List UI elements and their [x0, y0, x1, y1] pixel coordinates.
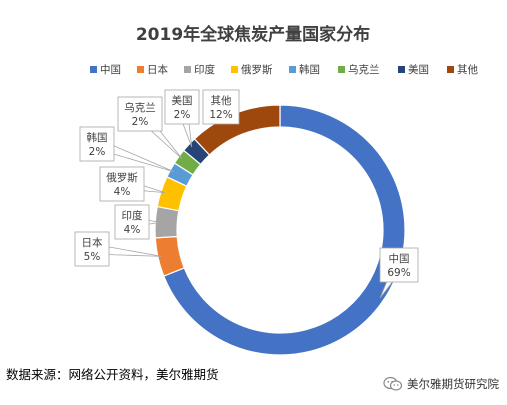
- callout-box: [379, 247, 419, 283]
- legend-label: 日本: [147, 63, 168, 76]
- callout-value-label: 2%: [174, 109, 191, 121]
- chart-legend: 中国 日本 印度 俄罗斯 韩国 乌克兰 美国 其他: [90, 63, 478, 76]
- callout-box: [114, 204, 150, 240]
- callout-value-label: 69%: [387, 267, 410, 279]
- wechat-icon: [383, 376, 403, 391]
- callout-value-label: 12%: [209, 109, 232, 121]
- legend-label: 乌克兰: [348, 63, 380, 76]
- legend-swatch: [184, 66, 191, 73]
- legend-label: 俄罗斯: [241, 63, 273, 76]
- callout-category-label: 美国: [172, 94, 193, 107]
- chart-title: 2019年全球焦炭产量国家分布: [136, 24, 370, 45]
- callout-value-label: 2%: [132, 116, 149, 128]
- callout-category-label: 其他: [211, 94, 232, 107]
- doughnut-slices: [154, 104, 406, 356]
- callout-category-label: 乌克兰: [124, 101, 156, 114]
- legend-swatch: [231, 66, 238, 73]
- data-label-callouts: 中国 69% 日本 5% 印度 4% 俄罗斯 4% 韩国 2% 乌克兰 2% 美国 2% 其他 12%: [74, 89, 419, 299]
- doughnut-chart: 2019年全球焦炭产量国家分布 中国 日本 印度 俄罗斯 韩国 乌克兰 美国 其他 中国69%…: [74, 24, 478, 356]
- legend-swatch: [447, 66, 454, 73]
- callout-category-label: 俄罗斯: [106, 171, 138, 184]
- legend-swatch: [90, 66, 97, 73]
- legend-swatch: [338, 66, 345, 73]
- callout-category-label: 印度: [122, 209, 143, 222]
- legend-label: 其他: [457, 63, 478, 76]
- watermark: 美尔雅期货研究院: [383, 376, 499, 392]
- callout-category-label: 日本: [82, 236, 103, 249]
- callout-box: [117, 96, 163, 132]
- callout-box: [74, 231, 110, 267]
- watermark-text: 美尔雅期货研究院: [407, 377, 499, 391]
- legend-label: 美国: [408, 63, 429, 76]
- callout-value-label: 2%: [89, 146, 106, 158]
- callout-box: [164, 89, 200, 125]
- legend-swatch: [137, 66, 144, 73]
- callout-value-label: 4%: [114, 186, 131, 198]
- callout-box: [202, 89, 240, 125]
- legend-label: 印度: [194, 63, 215, 76]
- legend-label: 韩国: [299, 63, 320, 76]
- legend-swatch: [398, 66, 405, 73]
- pie-slice: [162, 104, 406, 356]
- callout-category-label: 中国: [389, 252, 410, 265]
- callout-box: [79, 126, 115, 162]
- callout-box: [99, 166, 145, 202]
- callout-category-label: 韩国: [87, 131, 108, 144]
- source-note: 数据来源：网络公开资料，美尔雅期货: [6, 367, 219, 382]
- legend-label: 中国: [100, 63, 121, 76]
- callout-value-label: 4%: [124, 224, 141, 236]
- callout-value-label: 5%: [84, 251, 101, 263]
- legend-swatch: [289, 66, 296, 73]
